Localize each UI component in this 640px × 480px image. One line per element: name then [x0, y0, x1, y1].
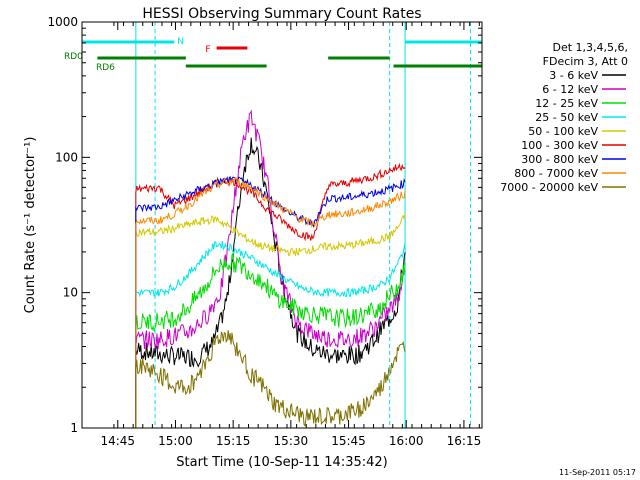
legend-header: FDecim 3, Att 0 — [543, 55, 628, 68]
series-line-4 — [135, 241, 406, 428]
x-tick-label: 14:45 — [100, 434, 135, 448]
flag-rd6-label: RD6 — [96, 63, 115, 73]
chart-title: HESSI Observing Summary Count Rates — [142, 6, 421, 22]
timestamp-footer: 11-Sep-2011 05:17 — [559, 468, 636, 477]
x-tick-label: 15:15 — [216, 434, 251, 448]
x-tick-label: 16:15 — [447, 434, 482, 448]
legend-label: 300 - 800 keV — [521, 153, 598, 166]
series-line-3 — [135, 252, 406, 428]
flag-f-label: F — [205, 45, 210, 55]
series-line-7 — [135, 175, 406, 428]
plot-frame — [81, 21, 483, 429]
legend-label: 25 - 50 keV — [535, 111, 598, 124]
legend-label: 7000 - 20000 keV — [500, 181, 598, 194]
series-line-5 — [135, 213, 406, 428]
series-line-9 — [135, 330, 406, 428]
series-line-2 — [135, 109, 406, 428]
x-tick-label: 15:30 — [274, 434, 309, 448]
y-axis-label: Count Rate (s⁻¹ detector⁻¹) — [23, 137, 38, 314]
legend-label: 6 - 12 keV — [542, 83, 598, 96]
legend-label: 50 - 100 keV — [528, 125, 598, 138]
y-tick-label: 100 — [55, 150, 78, 164]
series-line-8 — [135, 176, 406, 428]
y-tick-label: 1000 — [47, 15, 78, 29]
legend: Det 1,3,4,5,6,FDecim 3, Att 03 - 6 keV6 … — [500, 41, 628, 194]
legend-label: 100 - 300 keV — [521, 139, 598, 152]
x-tick-label: 16:00 — [389, 434, 424, 448]
flag-n-label: N — [177, 37, 184, 47]
y-tick-label: 1 — [70, 421, 78, 435]
y-tick-label: 10 — [63, 286, 78, 300]
legend-label: 800 - 7000 keV — [514, 167, 598, 180]
axes: 1 10 100 1000 14:45 15:00 15:15 15:30 15:45 16:00… — [47, 15, 482, 448]
legend-label: 12 - 25 keV — [535, 97, 598, 110]
legend-header: Det 1,3,4,5,6, — [552, 41, 628, 54]
plot-area: N F RD0 RD6 — [64, 22, 482, 428]
x-tick-label: 15:45 — [331, 434, 366, 448]
series-line-6 — [135, 162, 406, 428]
x-axis-label: Start Time (10-Sep-11 14:35:42) — [176, 455, 387, 470]
x-tick-label: 15:00 — [158, 434, 193, 448]
legend-label: 3 - 6 keV — [549, 69, 598, 82]
flag-rd0-label: RD0 — [64, 52, 83, 62]
